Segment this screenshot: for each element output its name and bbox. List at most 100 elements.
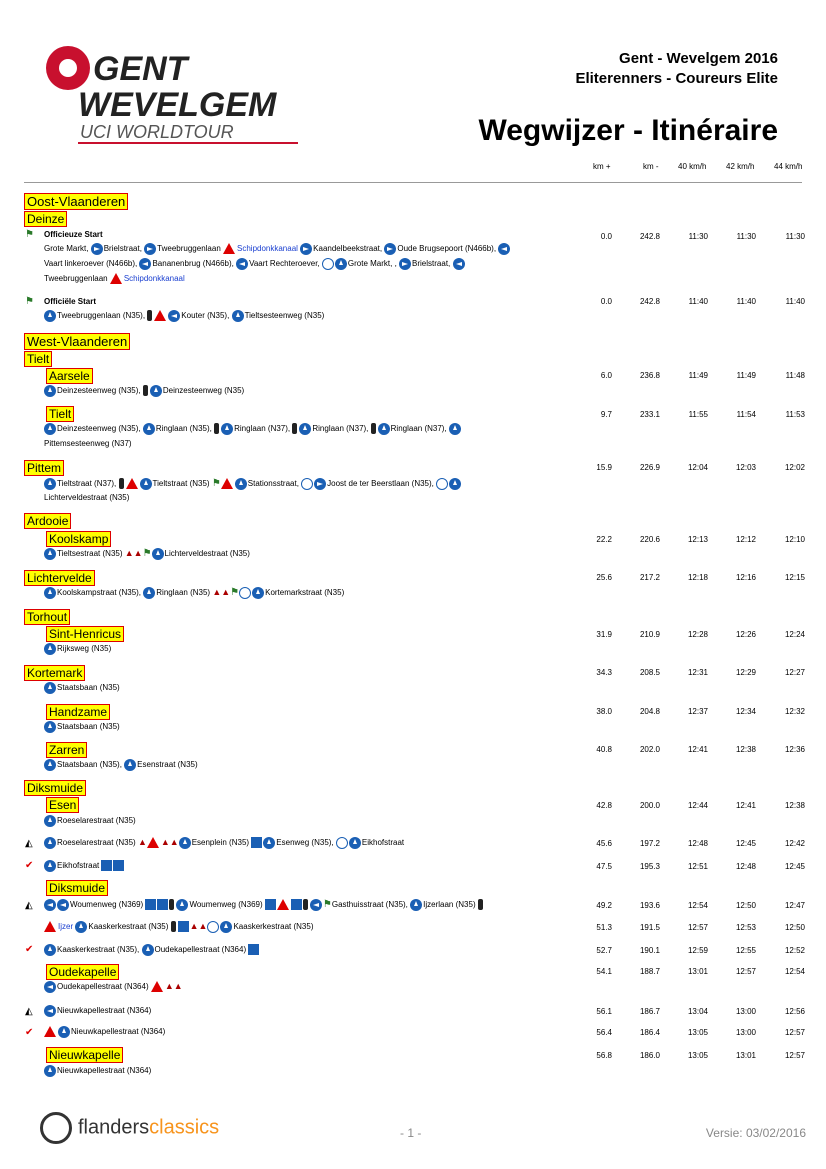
traffic-light-icon xyxy=(477,899,483,911)
time-44: 12:52 xyxy=(784,946,805,955)
time-42: 12:45 xyxy=(735,839,756,848)
version-date: Versie: 03/02/2016 xyxy=(705,1126,806,1140)
climb-icon: ◭ xyxy=(25,1006,33,1017)
time-44: 12:57 xyxy=(784,1051,805,1060)
road-sign-icon xyxy=(248,944,260,956)
bumps-icon: ▲▲ xyxy=(212,587,231,598)
route-line: Woumenweg (N369) Woumenweg (N369) ⚑Gasth… xyxy=(44,897,485,912)
route-line: Eikhofstraat xyxy=(44,858,125,873)
route-line: Staatsbaan (N35) xyxy=(44,680,120,695)
traffic-light-icon xyxy=(170,921,176,933)
route-line: Roeselarestraat (N35) xyxy=(44,813,136,828)
time-42: 13:00 xyxy=(735,1007,756,1016)
turn-left-icon xyxy=(44,980,56,993)
climb-icon: ◭ xyxy=(25,838,33,849)
route-line: Roeselarestraat (N35) ▲ ▲▲ Esenplein (N35)… xyxy=(44,835,404,850)
route-line: Vaart linkeroever (N466b), Bananenbrug (… xyxy=(44,256,466,271)
straight-icon xyxy=(221,422,234,435)
turn-right-icon xyxy=(144,242,157,255)
route-line: Tieltsestraat (N35) ▲▲⚑ Lichterveldestraa… xyxy=(44,546,250,561)
col-km-min: km - xyxy=(643,162,659,171)
bumps-icon: ▲ xyxy=(137,837,147,848)
roundabout-icon xyxy=(436,477,449,490)
km-plus: 45.6 xyxy=(596,839,612,848)
time-42: 12:41 xyxy=(735,801,756,810)
route-line: Grote Markt, Brielstraat, Tweebruggenlaa… xyxy=(44,241,511,256)
straight-icon xyxy=(176,898,189,911)
traffic-light-icon xyxy=(142,385,148,397)
time-44: 12:24 xyxy=(784,630,805,639)
col-44: 44 km/h xyxy=(774,162,803,171)
race-category: Eliterenners - Coureurs Elite xyxy=(575,70,778,87)
place-box: Koolskamp xyxy=(46,531,112,547)
road-sign-icon xyxy=(145,899,157,911)
time-42: 11:40 xyxy=(736,297,756,306)
straight-icon xyxy=(141,943,154,956)
time-44: 12:42 xyxy=(784,839,805,848)
straight-icon xyxy=(142,422,155,435)
road-sign-icon xyxy=(113,860,125,872)
time-44: 12:27 xyxy=(784,668,805,677)
logo-line2: WEVELGEM xyxy=(78,86,277,124)
place-box: Diksmuide xyxy=(24,780,87,796)
col-km-plus: km + xyxy=(593,162,611,171)
straight-icon xyxy=(44,642,56,655)
time-42: 12:26 xyxy=(735,630,756,639)
km-min: 242.8 xyxy=(639,232,660,241)
straight-icon xyxy=(44,586,56,599)
road-sign-icon xyxy=(290,899,302,911)
road-sign-icon xyxy=(177,921,189,933)
straight-icon xyxy=(348,836,361,849)
warning-icon xyxy=(44,921,56,933)
route-line: Koolskampstraat (N35), Ringlaan (N35) ▲▲… xyxy=(44,585,344,600)
straight-icon xyxy=(124,758,137,771)
time-42: 12:57 xyxy=(735,967,756,976)
time-40: 12:41 xyxy=(687,745,708,754)
time-42: 11:49 xyxy=(736,371,756,380)
km-plus: 0.0 xyxy=(600,232,612,241)
km-plus: 51.3 xyxy=(596,923,612,932)
straight-icon xyxy=(58,1025,70,1038)
km-min: 195.3 xyxy=(639,862,660,871)
roundabout-icon xyxy=(335,836,348,849)
place-box: Torhout xyxy=(24,609,71,625)
straight-icon xyxy=(220,920,233,933)
straight-icon xyxy=(334,257,347,270)
km-plus: 47.5 xyxy=(596,862,612,871)
warning-icon xyxy=(220,478,233,490)
place-box: Oudekapelle xyxy=(46,964,120,980)
time-44: 11:30 xyxy=(785,232,805,241)
turn-left-icon xyxy=(452,257,465,270)
turn-right-icon xyxy=(399,257,412,270)
place-box: Ardooie xyxy=(24,513,72,529)
route-line: Nieuwkapellestraat (N364) xyxy=(44,1063,151,1078)
straight-icon xyxy=(299,422,312,435)
time-40: 12:04 xyxy=(687,463,708,472)
place-box: Pittem xyxy=(24,460,65,476)
start-flag-icon: ⚑ xyxy=(25,229,34,240)
km-plus: 56.8 xyxy=(596,1051,612,1060)
time-42: 12:12 xyxy=(735,535,756,544)
straight-icon xyxy=(44,758,56,771)
road-sign-icon xyxy=(251,837,263,849)
roundabout-icon xyxy=(239,586,252,599)
traffic-light-icon xyxy=(169,899,175,911)
traffic-light-icon xyxy=(370,423,376,435)
page-number: - 1 - xyxy=(400,1126,422,1140)
straight-icon xyxy=(44,384,56,397)
km-min: 217.2 xyxy=(639,573,660,582)
km-min: 186.4 xyxy=(639,1028,660,1037)
sprint-icon: ⚑ xyxy=(211,478,221,490)
time-40: 12:59 xyxy=(687,946,708,955)
time-44: 12:15 xyxy=(784,573,805,582)
time-40: 12:57 xyxy=(687,923,708,932)
bumps-icon: ▲▲ xyxy=(164,981,183,992)
turn-left-icon xyxy=(236,257,249,270)
route-line: Staatsbaan (N35), Esenstraat (N35) xyxy=(44,757,198,772)
header-rule xyxy=(24,182,802,183)
place-box: Sint-Henricus xyxy=(46,626,125,642)
km-min: 236.8 xyxy=(639,371,660,380)
logo-line1: GENT xyxy=(93,50,191,88)
km-min: 200.0 xyxy=(639,801,660,810)
place-box: Lichtervelde xyxy=(24,570,95,586)
